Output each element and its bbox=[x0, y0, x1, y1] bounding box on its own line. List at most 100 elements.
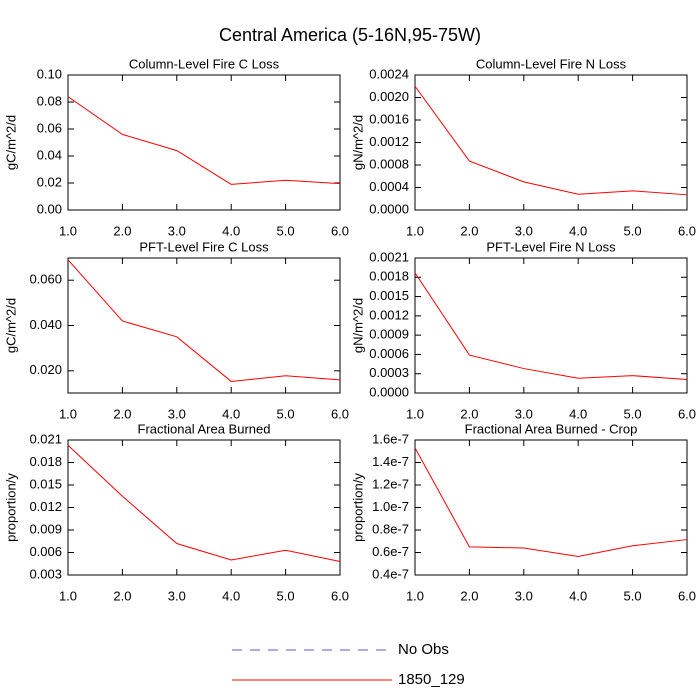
plot-frame bbox=[67, 257, 341, 394]
y-axis-label: gC/m^2/d bbox=[3, 115, 18, 170]
x-tick-label: 5.0 bbox=[624, 406, 642, 421]
x-tick-label: 6.0 bbox=[678, 588, 696, 603]
x-tick-label: 3.0 bbox=[168, 406, 186, 421]
data-line bbox=[414, 85, 688, 196]
x-tick-label: 1.0 bbox=[406, 588, 424, 603]
y-tick-label: 0.0016 bbox=[369, 111, 409, 126]
y-tick-label: 0.0024 bbox=[369, 66, 409, 81]
x-tick-label: 4.0 bbox=[222, 406, 240, 421]
x-tick-label: 1.0 bbox=[406, 406, 424, 421]
panel-title: Column-Level Fire N Loss bbox=[476, 56, 627, 71]
y-tick-label: 0.003 bbox=[29, 566, 62, 581]
y-tick-label: 0.0000 bbox=[369, 384, 409, 399]
x-tick-label: 2.0 bbox=[460, 588, 478, 603]
x-tick-label: 5.0 bbox=[277, 588, 295, 603]
y-tick-label: 0.0012 bbox=[369, 307, 409, 322]
x-tick-label: 2.0 bbox=[460, 406, 478, 421]
data-line bbox=[67, 259, 341, 382]
x-tick-label: 5.0 bbox=[277, 223, 295, 238]
panel-title: PFT-Level Fire C Loss bbox=[139, 239, 269, 254]
y-tick-label: 0.006 bbox=[29, 544, 62, 559]
y-tick-label: 0.015 bbox=[29, 476, 62, 491]
y-tick-label: 0.0008 bbox=[369, 156, 409, 171]
y-tick-label: 0.0003 bbox=[369, 365, 409, 380]
y-tick-label: 0.012 bbox=[29, 499, 62, 514]
x-tick-label: 5.0 bbox=[277, 406, 295, 421]
y-axis-label: proportion/y bbox=[350, 473, 365, 542]
x-tick-label: 3.0 bbox=[515, 406, 533, 421]
y-tick-label: 0.08 bbox=[37, 93, 62, 108]
y-tick-label: 0.10 bbox=[37, 66, 62, 81]
x-tick-label: 4.0 bbox=[222, 588, 240, 603]
x-tick-label: 6.0 bbox=[331, 223, 349, 238]
panel-title: Fractional Area Burned bbox=[138, 421, 271, 436]
x-tick-label: 1.0 bbox=[59, 406, 77, 421]
y-tick-label: 0.8e-7 bbox=[372, 521, 409, 536]
data-line bbox=[414, 272, 688, 380]
plot-frame bbox=[67, 439, 341, 576]
x-tick-label: 4.0 bbox=[569, 406, 587, 421]
legend-label: No Obs bbox=[398, 641, 449, 658]
x-tick-label: 6.0 bbox=[331, 588, 349, 603]
x-tick-label: 3.0 bbox=[515, 223, 533, 238]
x-tick-label: 2.0 bbox=[460, 223, 478, 238]
plot-frame bbox=[414, 257, 688, 394]
y-tick-label: 0.060 bbox=[29, 272, 62, 287]
x-tick-label: 2.0 bbox=[113, 588, 131, 603]
y-tick-label: 0.0020 bbox=[369, 89, 409, 104]
y-tick-label: 0.00 bbox=[37, 201, 62, 216]
y-tick-label: 0.0006 bbox=[369, 346, 409, 361]
y-tick-label: 0.0004 bbox=[369, 179, 409, 194]
x-tick-label: 1.0 bbox=[59, 588, 77, 603]
x-tick-label: 3.0 bbox=[515, 588, 533, 603]
y-tick-label: 0.020 bbox=[29, 362, 62, 377]
x-tick-label: 2.0 bbox=[113, 406, 131, 421]
panel-title: PFT-Level Fire N Loss bbox=[486, 239, 616, 254]
y-tick-label: 0.4e-7 bbox=[372, 566, 409, 581]
plot-frame bbox=[67, 74, 341, 211]
panel-title: Fractional Area Burned - Crop bbox=[465, 421, 638, 436]
x-tick-label: 1.0 bbox=[406, 223, 424, 238]
y-tick-label: 1.0e-7 bbox=[372, 499, 409, 514]
x-tick-label: 6.0 bbox=[331, 406, 349, 421]
y-tick-label: 0.02 bbox=[37, 174, 62, 189]
y-tick-label: 0.0015 bbox=[369, 288, 409, 303]
y-tick-label: 1.2e-7 bbox=[372, 476, 409, 491]
y-tick-label: 0.040 bbox=[29, 317, 62, 332]
x-tick-label: 4.0 bbox=[569, 223, 587, 238]
x-tick-label: 4.0 bbox=[222, 223, 240, 238]
y-tick-label: 0.0000 bbox=[369, 201, 409, 216]
y-tick-label: 0.0018 bbox=[369, 269, 409, 284]
panel-title: Column-Level Fire C Loss bbox=[129, 56, 280, 71]
plot-frame bbox=[414, 439, 688, 576]
y-tick-label: 0.06 bbox=[37, 120, 62, 135]
x-tick-label: 6.0 bbox=[678, 223, 696, 238]
y-axis-label: gC/m^2/d bbox=[3, 298, 18, 353]
data-line bbox=[414, 447, 688, 557]
y-axis-label: gN/m^2/d bbox=[350, 298, 365, 353]
y-tick-label: 0.009 bbox=[29, 521, 62, 536]
y-tick-label: 0.021 bbox=[29, 431, 62, 446]
data-line bbox=[67, 444, 341, 562]
y-tick-label: 1.6e-7 bbox=[372, 431, 409, 446]
x-tick-label: 3.0 bbox=[168, 588, 186, 603]
y-axis-label: gN/m^2/d bbox=[350, 115, 365, 170]
x-tick-label: 1.0 bbox=[59, 223, 77, 238]
x-tick-label: 5.0 bbox=[624, 588, 642, 603]
x-tick-label: 3.0 bbox=[168, 223, 186, 238]
x-tick-label: 2.0 bbox=[113, 223, 131, 238]
x-tick-label: 5.0 bbox=[624, 223, 642, 238]
legend-label: 1850_129 bbox=[398, 671, 465, 688]
figure-title: Central America (5-16N,95-75W) bbox=[219, 25, 481, 45]
y-tick-label: 0.04 bbox=[37, 147, 62, 162]
data-line bbox=[67, 96, 341, 185]
y-tick-label: 0.018 bbox=[29, 454, 62, 469]
y-tick-label: 0.0009 bbox=[369, 327, 409, 342]
y-tick-label: 0.0012 bbox=[369, 134, 409, 149]
y-tick-label: 0.0021 bbox=[369, 249, 409, 264]
y-tick-label: 0.6e-7 bbox=[372, 544, 409, 559]
y-tick-label: 1.4e-7 bbox=[372, 454, 409, 469]
y-axis-label: proportion/y bbox=[3, 473, 18, 542]
x-tick-label: 6.0 bbox=[678, 406, 696, 421]
